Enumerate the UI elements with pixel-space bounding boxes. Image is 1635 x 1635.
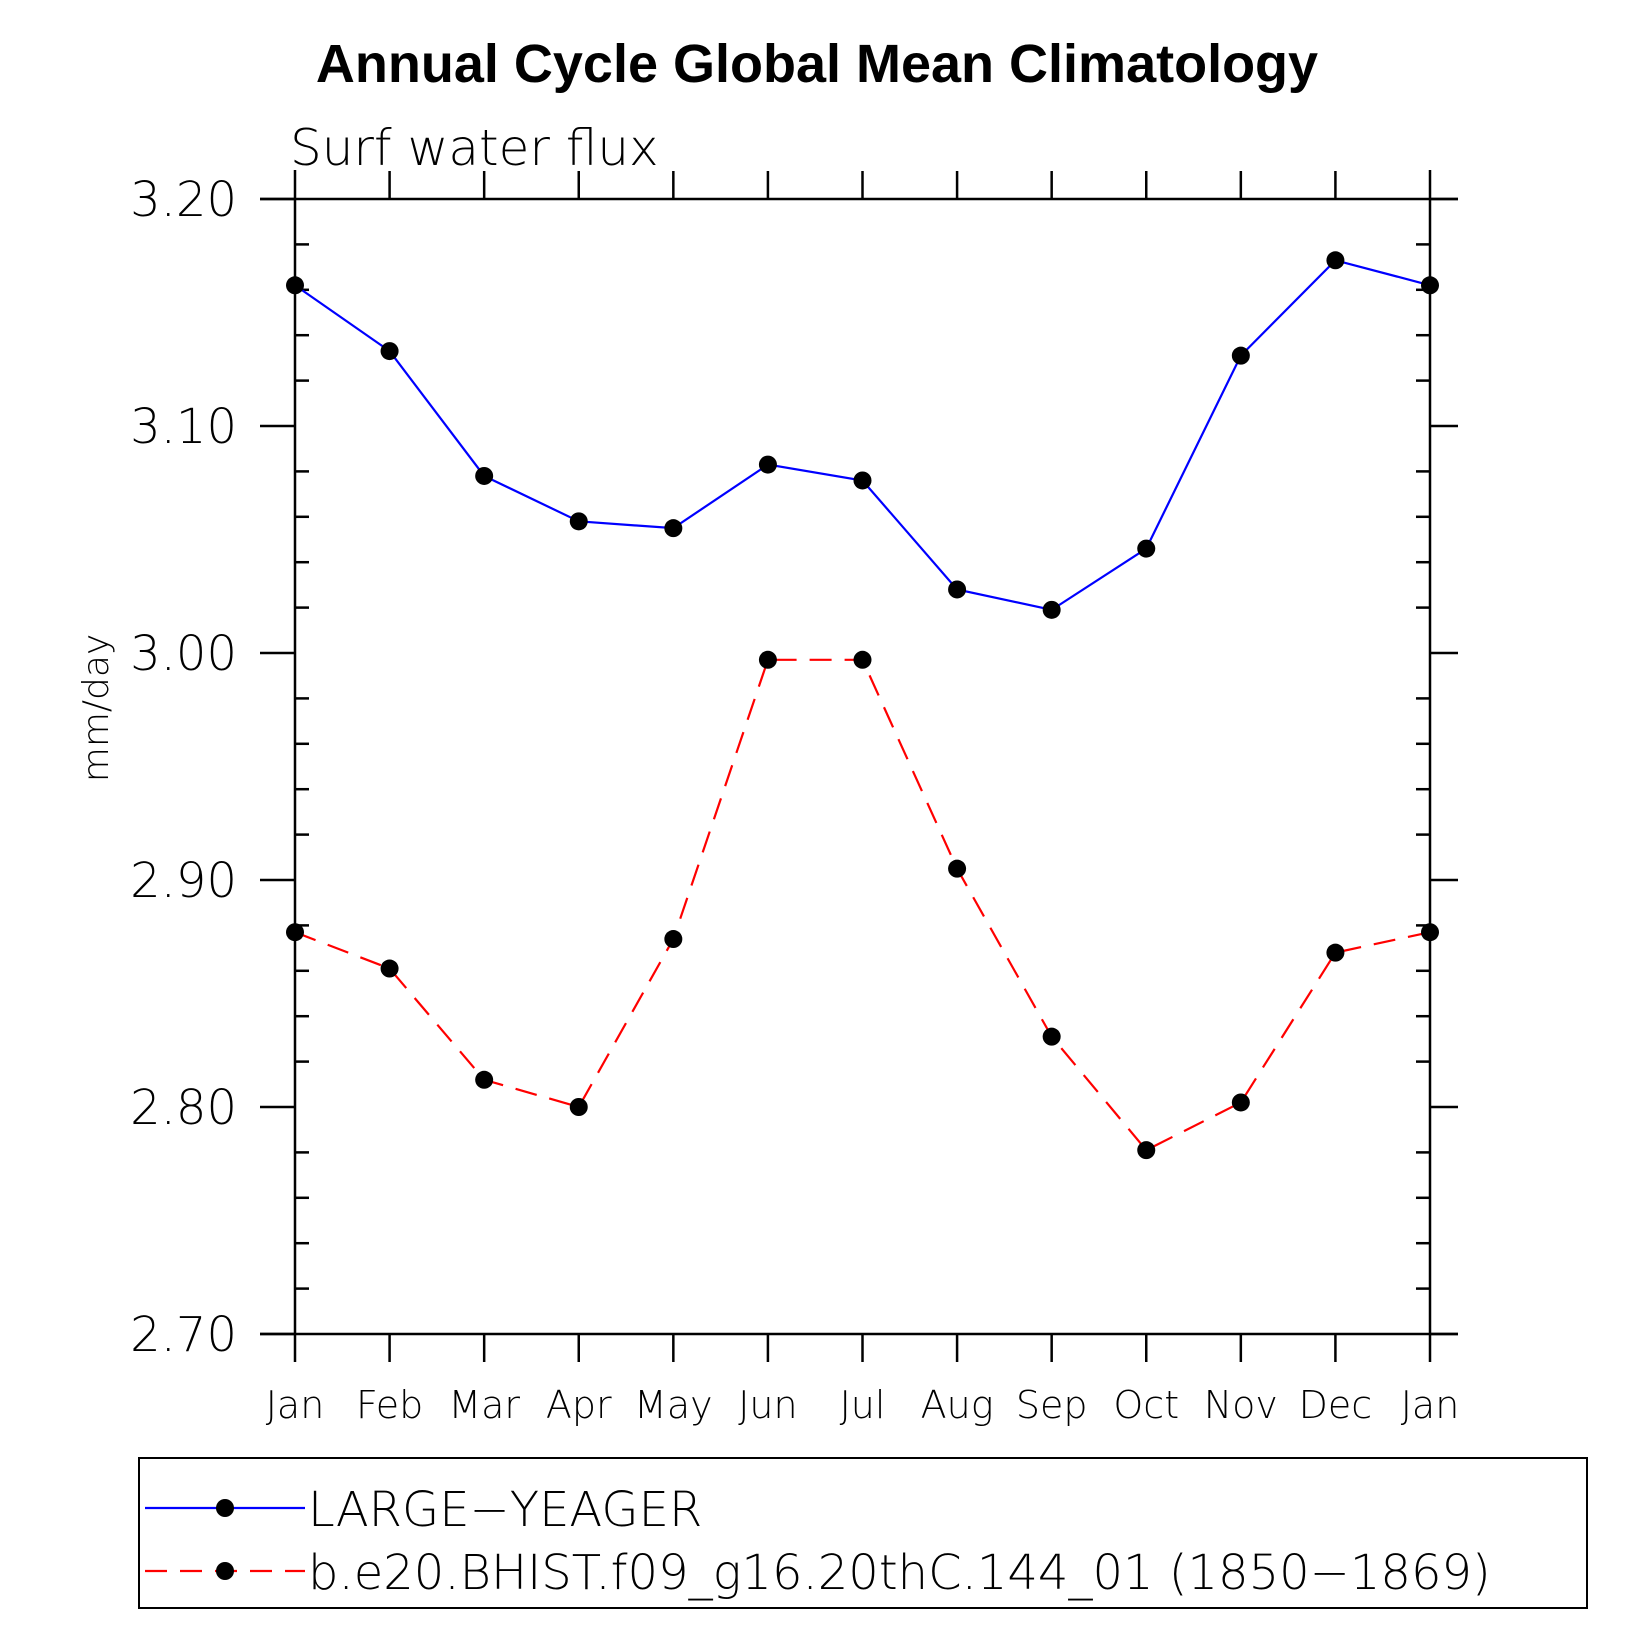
data-point — [475, 466, 494, 485]
x-tick-label: May — [634, 1383, 713, 1427]
x-tick-label: Dec — [1299, 1383, 1373, 1427]
legend-label-1: LARGE−YEAGER — [308, 1482, 702, 1538]
data-point — [380, 959, 399, 978]
x-tick-label: Sep — [1016, 1383, 1088, 1427]
data-point — [1421, 923, 1439, 942]
data-point — [664, 930, 683, 949]
legend-box — [138, 1457, 1588, 1609]
y-tick-label: 3.00 — [130, 626, 237, 682]
data-point — [1137, 539, 1156, 558]
data-point — [1231, 1093, 1250, 1112]
chart-title: Annual Cycle Global Mean Climatology — [316, 34, 1318, 94]
x-tick-label: Jan — [266, 1383, 325, 1427]
legend: LARGE−YEAGER b.e20.BHIST.f09_g16.20thC.14… — [145, 1482, 1491, 1601]
data-point — [1326, 251, 1345, 270]
data-point — [758, 650, 777, 669]
data-point — [569, 1098, 588, 1116]
x-tick-label: Aug — [921, 1383, 994, 1427]
legend-label-2: b.e20.BHIST.f09_g16.20thC.144_01 (1850−1… — [308, 1545, 1491, 1601]
data-point — [853, 650, 872, 669]
series-layer — [286, 251, 1439, 1160]
series-line-2 — [294, 658, 1431, 1152]
data-point — [664, 519, 683, 538]
y-axis-label: mm/day — [76, 634, 117, 782]
data-point — [758, 455, 777, 474]
data-point — [380, 342, 399, 361]
data-point — [286, 923, 304, 942]
data-point — [286, 276, 304, 295]
data-point — [475, 1070, 494, 1089]
y-tick-label: 2.80 — [130, 1080, 237, 1136]
data-point — [1326, 943, 1345, 962]
legend-marker-1 — [216, 1499, 234, 1517]
data-point — [1042, 1027, 1061, 1046]
x-tick-label: Apr — [546, 1383, 612, 1427]
series-line-1 — [294, 259, 1431, 612]
plot-axes: Jan Feb Mar Apr May Jun Jul Aug Sep Oct Nov Dec Jan 2… — [130, 170, 1459, 1427]
x-tick-label: Jun — [738, 1383, 797, 1427]
x-tick-label: Jul — [840, 1383, 886, 1427]
y-tick-label: 3.20 — [130, 172, 237, 228]
chart-subtitle: Surf water flux — [290, 119, 659, 177]
data-point — [948, 859, 967, 878]
data-point — [1421, 276, 1439, 295]
x-tick-label: Feb — [356, 1383, 423, 1427]
data-point — [1042, 600, 1061, 619]
y-tick-label: 2.90 — [130, 853, 237, 909]
y-tick-label: 2.70 — [130, 1307, 237, 1363]
data-point — [569, 512, 588, 531]
data-point — [1231, 346, 1250, 365]
x-tick-label: Mar — [448, 1383, 520, 1427]
x-tick-label: Jan — [1401, 1383, 1460, 1427]
x-tick-label: Oct — [1113, 1383, 1179, 1427]
legend-marker-2 — [216, 1562, 234, 1580]
data-point — [948, 580, 967, 599]
x-tick-label: Nov — [1204, 1383, 1278, 1427]
data-point — [853, 471, 872, 490]
data-point — [1137, 1141, 1156, 1160]
y-tick-label: 3.10 — [130, 399, 237, 455]
